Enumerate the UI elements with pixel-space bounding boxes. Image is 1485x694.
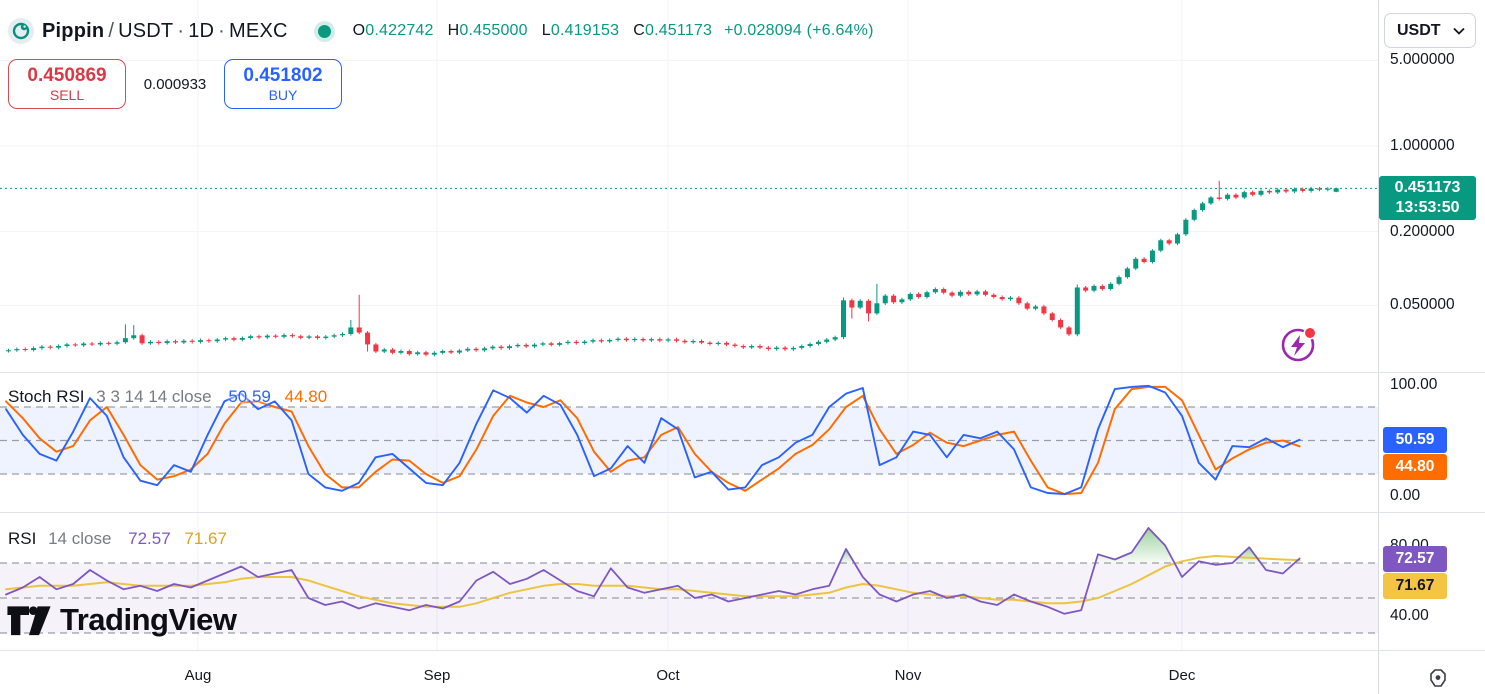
time-axis-label-sep: Sep <box>423 667 451 684</box>
chart-header: Pippin / USDT · 1D · MEXC O0.422742 H0.455000 L0… <box>8 14 874 48</box>
symbol-exchange: MEXC <box>229 19 288 42</box>
time-axis-label-aug: Aug <box>184 667 212 684</box>
rsi-legend[interactable]: RSI 14 close 72.57 71.67 <box>8 529 227 549</box>
pippin-logo-icon <box>8 18 34 44</box>
scale-settings-gear-icon[interactable] <box>1426 666 1450 690</box>
rsi-params: 14 close <box>48 529 112 548</box>
ohlc-values: O0.422742 H0.455000 L0.419153 C0.451173 +0.0… <box>353 22 874 40</box>
price-change: +0.028094 (+6.64%) <box>724 22 874 39</box>
stoch-axis-label: 0.00 <box>1390 487 1421 505</box>
time-axis-label-oct: Oct <box>656 667 680 684</box>
trade-widget: 0.450869 SELL 0.000933 0.451802 BUY <box>8 59 342 109</box>
price-axis-label: 0.050000 <box>1390 296 1455 314</box>
rsi-axis-label: 40.00 <box>1390 606 1429 624</box>
symbol-base: Pippin <box>42 19 105 42</box>
symbol-quote: USDT <box>118 19 174 42</box>
time-axis-label-nov: Nov <box>894 667 922 684</box>
ohlc-label: C <box>633 22 645 39</box>
indicator-value-badge: 71.67 <box>1383 572 1447 599</box>
countdown-timer: 13:53:50 <box>1395 199 1460 217</box>
time-axis-separator <box>0 650 1485 651</box>
stoch-rsi-legend[interactable]: Stoch RSI 3 3 14 14 close 50.59 44.80 <box>8 387 327 407</box>
buy-label: BUY <box>268 86 298 103</box>
time-scale[interactable]: Aug Sep Oct Nov Dec <box>0 651 1485 694</box>
ohlc-value: 0.455000 <box>459 22 528 39</box>
pane-separator-2[interactable] <box>0 512 1485 513</box>
stoch-k-value: 50.59 <box>228 387 271 406</box>
price-axis-label: 0.200000 <box>1390 222 1455 240</box>
ohlc-label: H <box>447 22 460 39</box>
stoch-axis-label: 100.00 <box>1390 375 1438 393</box>
stoch-rsi-title: Stoch RSI <box>8 387 85 406</box>
ohlc-value: 0.422742 <box>365 22 434 39</box>
sell-price: 0.450869 <box>27 65 107 87</box>
chevron-down-icon <box>1453 27 1465 35</box>
market-status-dot <box>317 24 331 38</box>
current-price-badge: 0.451173 13:53:50 <box>1379 176 1476 221</box>
price-scale-separator <box>1378 0 1379 694</box>
sell-label: SELL <box>49 86 85 103</box>
indicator-value-badge: 72.57 <box>1383 545 1447 572</box>
price-axis-label: 1.000000 <box>1390 137 1455 154</box>
sell-button[interactable]: 0.450869 SELL <box>8 59 126 109</box>
buy-button[interactable]: 0.451802 BUY <box>224 59 342 109</box>
rsi-title: RSI <box>8 529 37 548</box>
indicator-value-badge: 44.80 <box>1383 453 1447 480</box>
symbol-title[interactable]: Pippin / USDT · 1D · MEXC <box>42 19 288 42</box>
rsi-ma-value: 71.67 <box>184 529 227 548</box>
time-axis-label-dec: Dec <box>1168 667 1196 684</box>
ohlc-label: L <box>541 22 551 39</box>
rsi-value: 72.57 <box>128 529 171 548</box>
tradingview-logo-text: TradingView <box>60 602 237 637</box>
currency-selector-label: USDT <box>1397 21 1441 39</box>
tradingview-logo[interactable]: TradingView <box>6 597 237 643</box>
symbol-interval: 1D <box>188 19 215 42</box>
buy-price: 0.451802 <box>243 65 323 87</box>
ohlc-value: 0.419153 <box>550 22 620 39</box>
ohlc-value: 0.451173 <box>644 22 713 39</box>
ohlc-label: O <box>352 22 366 39</box>
indicator-value-badge: 50.59 <box>1383 426 1447 453</box>
price-axis-label: 5.000000 <box>1390 51 1455 69</box>
flash-boost-icon[interactable] <box>1279 324 1319 364</box>
stoch-d-value: 44.80 <box>284 387 328 406</box>
currency-selector[interactable]: USDT <box>1384 13 1476 48</box>
pane-separator-1[interactable] <box>0 372 1485 373</box>
current-price-value: 0.451173 <box>1394 179 1461 197</box>
price-scale[interactable]: USDT 5.000000 1.000000 0.200000 0.050000 100… <box>1378 0 1485 694</box>
stoch-rsi-params: 3 3 14 14 close <box>96 387 212 406</box>
spread-value: 0.000933 <box>143 75 207 93</box>
